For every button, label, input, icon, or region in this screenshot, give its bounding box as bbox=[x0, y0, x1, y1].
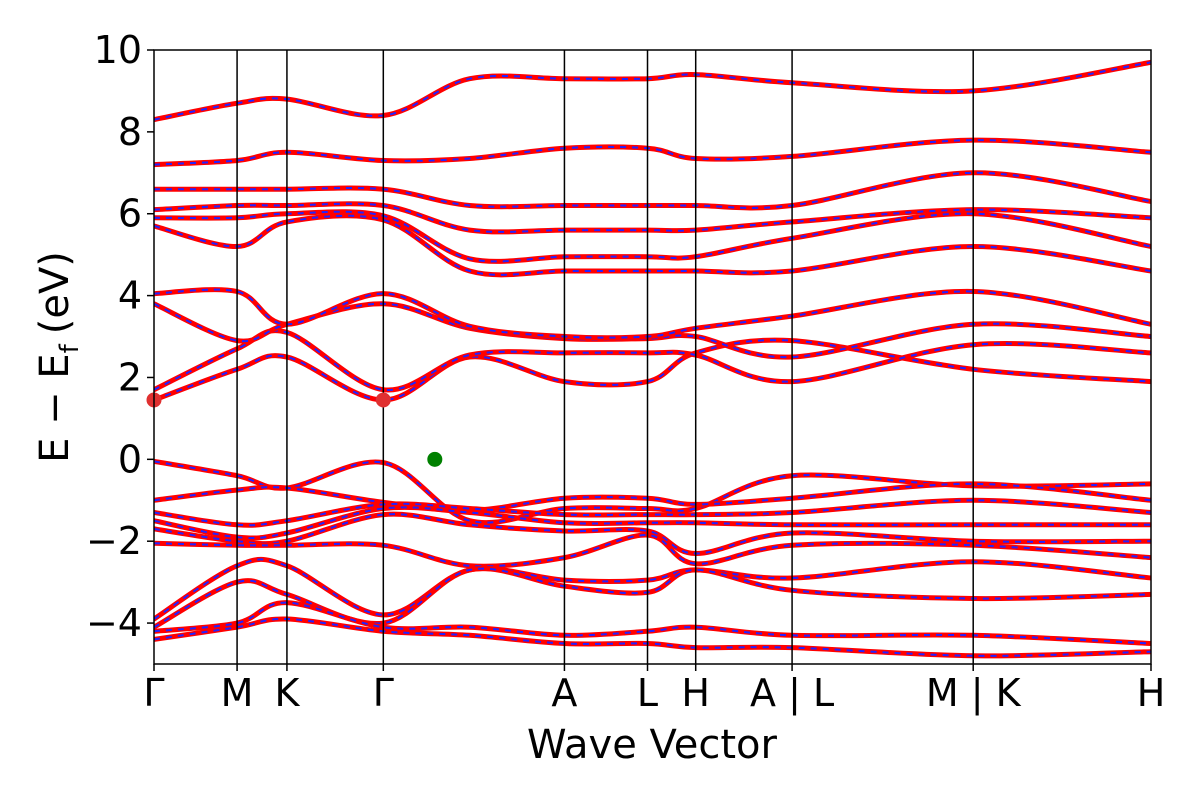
x-tick-label-2: K bbox=[274, 671, 300, 715]
band-20-line bbox=[154, 59, 1151, 123]
band-20-dash bbox=[154, 61, 1151, 121]
band-13-dash bbox=[154, 302, 1151, 359]
band-7-dash bbox=[154, 558, 1151, 620]
cbm-marker-2 bbox=[375, 392, 391, 408]
y-axis-label-main: E − E bbox=[32, 353, 78, 463]
x-tick-label-7: A | L bbox=[750, 671, 834, 716]
x-axis-label: Wave Vector bbox=[527, 722, 778, 768]
y-tick-label-1: 8 bbox=[118, 110, 142, 154]
band-16-dash bbox=[154, 210, 1151, 263]
x-tick-label-0: Γ bbox=[143, 671, 164, 715]
band-9 bbox=[154, 600, 1151, 646]
x-tick-label-9: H bbox=[1137, 671, 1166, 715]
band-3 bbox=[154, 497, 1151, 528]
band-14-line bbox=[154, 287, 1151, 341]
x-tick-label-1: M bbox=[221, 671, 254, 715]
extrema-markers bbox=[146, 392, 443, 467]
band-11 bbox=[154, 337, 1151, 403]
band-14 bbox=[154, 287, 1151, 341]
band-18 bbox=[154, 170, 1151, 211]
band-11-dash bbox=[154, 339, 1151, 402]
band-19-dash bbox=[154, 139, 1151, 166]
band-19-line bbox=[154, 137, 1151, 168]
band-4 bbox=[154, 504, 1151, 541]
k-point-dividers bbox=[236, 50, 974, 664]
band-15-dash bbox=[154, 214, 1151, 276]
band-19 bbox=[154, 137, 1151, 168]
y-axis-ticks: 10 8 6 4 2 0 −2 −4 bbox=[86, 28, 154, 645]
band-18-line bbox=[154, 170, 1151, 211]
vbm-marker bbox=[427, 451, 443, 467]
y-tick-label-2: 6 bbox=[118, 192, 142, 236]
y-axis-label-unit: (eV) bbox=[32, 251, 78, 334]
x-tick-label-8: M | K bbox=[926, 671, 1022, 716]
band-lines bbox=[154, 59, 1151, 659]
band-10 bbox=[154, 616, 1151, 659]
band-10-dash bbox=[154, 617, 1151, 657]
x-tick-label-6: H bbox=[681, 671, 710, 715]
y-tick-label-4: 2 bbox=[118, 355, 142, 399]
band-15-line bbox=[154, 213, 1151, 278]
band-14-dash bbox=[154, 288, 1151, 339]
y-axis-label: E − Ef (eV) bbox=[32, 251, 85, 463]
band-2-line bbox=[154, 481, 1151, 514]
band-17-line bbox=[154, 201, 1151, 235]
x-tick-label-4: A bbox=[551, 671, 577, 715]
band-13-line bbox=[154, 301, 1151, 360]
plot-frame bbox=[153, 49, 1152, 665]
band-4-dash bbox=[154, 506, 1151, 540]
band-9-line bbox=[154, 600, 1151, 646]
band-16 bbox=[154, 209, 1151, 264]
band-3-dash bbox=[154, 499, 1151, 527]
y-tick-label-0: 10 bbox=[94, 28, 142, 72]
band-17 bbox=[154, 201, 1151, 235]
y-tick-label-3: 4 bbox=[118, 274, 142, 318]
band-13 bbox=[154, 301, 1151, 360]
y-tick-label-7: −4 bbox=[86, 601, 142, 645]
band-15 bbox=[154, 213, 1151, 278]
x-tick-label-5: L bbox=[637, 671, 658, 715]
y-tick-label-6: −2 bbox=[86, 519, 142, 563]
x-tick-label-3: Γ bbox=[373, 671, 394, 715]
band-11-line bbox=[154, 337, 1151, 403]
y-axis-label-subscript: f bbox=[55, 343, 85, 353]
band-2 bbox=[154, 481, 1151, 514]
band-9-dash bbox=[154, 601, 1151, 645]
band-20 bbox=[154, 59, 1151, 123]
y-tick-label-5: 0 bbox=[118, 437, 142, 481]
